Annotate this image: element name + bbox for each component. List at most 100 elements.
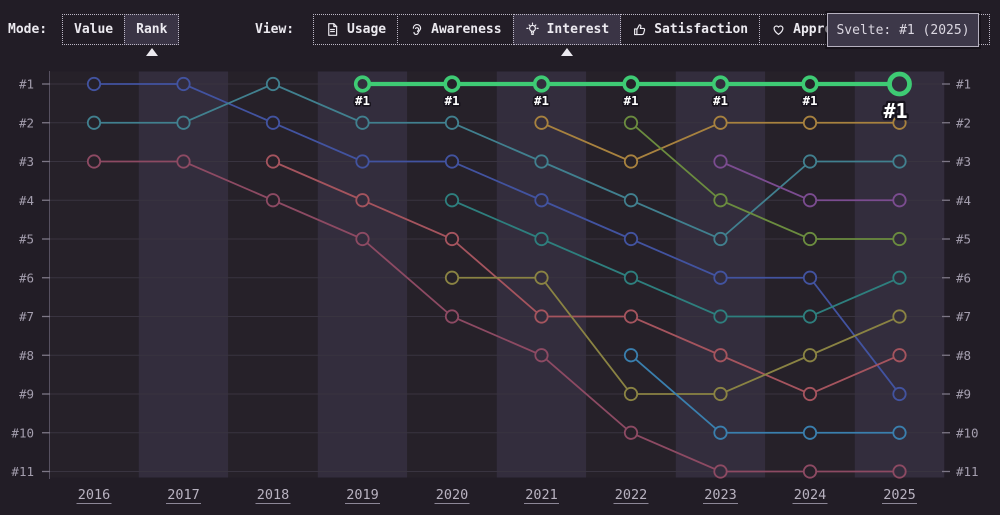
view-button-usage[interactable]: Usage (313, 14, 399, 45)
data-point-rose-2018[interactable] (265, 154, 281, 169)
data-point-teal-2019[interactable] (355, 115, 370, 130)
data-point-teal-2025[interactable] (892, 154, 907, 169)
x-axis-label-2023[interactable]: 2023 (704, 487, 737, 503)
data-point-indigo-2016[interactable] (86, 76, 102, 92)
data-point-olive-2023[interactable] (713, 386, 728, 402)
data-point-steel-blue-2022[interactable] (623, 348, 639, 363)
data-point-gold-2025[interactable] (892, 115, 907, 130)
data-point-svelte-2024[interactable] (801, 75, 819, 93)
data-point-maroon-2019[interactable] (355, 231, 370, 247)
data-point-olive-2022[interactable] (623, 386, 639, 402)
x-axis-label-2025[interactable]: 2025 (883, 487, 916, 503)
data-point-teal-2018[interactable] (265, 76, 281, 92)
data-point-rose-2021[interactable] (534, 309, 549, 324)
data-point-leaf-green-2023[interactable] (713, 193, 728, 208)
data-point-maroon-2023[interactable] (713, 464, 728, 479)
data-point-leaf-green-2024[interactable] (802, 231, 818, 247)
data-point-indigo-2017[interactable] (176, 76, 191, 92)
x-axis-label-2019[interactable]: 2019 (346, 487, 379, 503)
x-axis-label-2022[interactable]: 2022 (615, 487, 648, 503)
data-point-dark-teal-2022[interactable] (623, 270, 639, 285)
data-point-indigo-2022[interactable] (623, 231, 639, 247)
data-point-steel-blue-2023[interactable] (713, 425, 728, 440)
mode-label: Mode: (8, 22, 48, 37)
data-point-rose-2024[interactable] (802, 386, 818, 402)
data-point-maroon-2016[interactable] (86, 154, 102, 169)
data-point-svelte-2020[interactable] (443, 75, 461, 93)
data-point-dark-teal-2024[interactable] (802, 309, 818, 324)
data-point-steel-blue-2025[interactable] (892, 425, 907, 440)
series-line-maroon[interactable] (94, 160, 900, 473)
data-point-rose-2020[interactable] (444, 231, 460, 247)
data-point-leaf-green-2025[interactable] (892, 231, 907, 247)
data-point-teal-2023[interactable] (713, 231, 728, 247)
data-point-olive-2020[interactable] (444, 270, 460, 285)
data-point-svelte-2022[interactable] (622, 75, 640, 93)
data-point-gold-2024[interactable] (802, 115, 818, 130)
data-point-indigo-2025[interactable] (892, 386, 907, 402)
data-point-svelte-2023[interactable] (711, 75, 730, 93)
data-point-rose-2019[interactable] (355, 193, 370, 208)
data-point-indigo-2020[interactable] (444, 154, 460, 169)
data-point-teal-2024[interactable] (802, 154, 818, 169)
series-line-steel-blue[interactable] (630, 354, 900, 434)
y-axis-label-left: #3 (19, 154, 34, 169)
data-point-maroon-2021[interactable] (534, 348, 549, 363)
data-point-dark-teal-2020[interactable] (444, 193, 460, 208)
data-point-gold-2023[interactable] (713, 115, 728, 130)
data-point-indigo-2024[interactable] (802, 270, 818, 285)
data-point-olive-2025[interactable] (892, 309, 907, 324)
data-point-maroon-2025[interactable] (892, 464, 907, 479)
data-point-teal-2020[interactable] (444, 115, 460, 130)
data-point-svelte-2019[interactable] (353, 75, 372, 93)
x-axis-label-2020[interactable]: 2020 (436, 487, 469, 503)
data-point-indigo-2018[interactable] (265, 115, 281, 130)
data-point-gold-2021[interactable] (534, 115, 549, 130)
data-point-purple-2023[interactable] (713, 154, 728, 169)
x-axis-label-2016[interactable]: 2016 (78, 487, 111, 503)
data-point-indigo-2021[interactable] (534, 193, 549, 208)
data-point-maroon-2022[interactable] (623, 425, 639, 440)
data-point-dark-teal-2025[interactable] (892, 270, 907, 285)
data-point-steel-blue-2024[interactable] (802, 425, 818, 440)
data-point-indigo-2023[interactable] (713, 270, 728, 285)
series-line-leaf-green[interactable] (630, 122, 900, 240)
data-point-rose-2025[interactable] (892, 348, 907, 363)
x-axis-label-2018[interactable]: 2018 (257, 487, 290, 503)
data-point-maroon-2020[interactable] (444, 309, 460, 324)
series-line-dark-teal[interactable] (451, 199, 900, 318)
data-point-purple-2024[interactable] (802, 193, 818, 208)
data-point-maroon-2018[interactable] (265, 193, 281, 208)
series-line-rose[interactable] (272, 160, 900, 395)
data-point-olive-2024[interactable] (802, 348, 818, 363)
mode-button-value[interactable]: Value (62, 14, 126, 45)
data-point-dark-teal-2021[interactable] (534, 231, 549, 247)
data-point-olive-2021[interactable] (534, 270, 549, 285)
x-axis-label-2024[interactable]: 2024 (794, 487, 827, 503)
view-button-interest[interactable]: Interest (512, 14, 622, 56)
data-point-gold-2022[interactable] (623, 154, 639, 169)
data-point-indigo-2019[interactable] (355, 154, 370, 169)
data-point-purple-2025[interactable] (892, 193, 907, 208)
data-point-svelte-2025[interactable] (887, 71, 912, 97)
view-button-awareness[interactable]: Awareness (397, 14, 514, 45)
series-line-teal[interactable] (94, 83, 900, 241)
data-point-maroon-2024[interactable] (802, 464, 818, 479)
data-point-rose-2022[interactable] (623, 309, 639, 324)
y-axis-label-left: #8 (19, 348, 34, 363)
data-point-teal-2017[interactable] (176, 115, 191, 130)
data-point-maroon-2017[interactable] (176, 154, 191, 169)
data-point-teal-2016[interactable] (86, 115, 102, 130)
x-axis-label-2017[interactable]: 2017 (167, 487, 200, 503)
data-point-svelte-2021[interactable] (532, 75, 551, 93)
x-axis-label-2021[interactable]: 2021 (525, 487, 558, 503)
mode-button-rank[interactable]: Rank (124, 14, 180, 56)
data-point-dark-teal-2023[interactable] (713, 309, 728, 324)
data-point-teal-2021[interactable] (534, 154, 549, 169)
data-point-leaf-green-2022[interactable] (623, 115, 639, 130)
data-point-rose-2023[interactable] (713, 348, 728, 363)
view-button-satisfaction[interactable]: Satisfaction (620, 14, 761, 45)
y-axis-label-right: #6 (956, 270, 971, 285)
data-point-teal-2022[interactable] (623, 193, 639, 208)
